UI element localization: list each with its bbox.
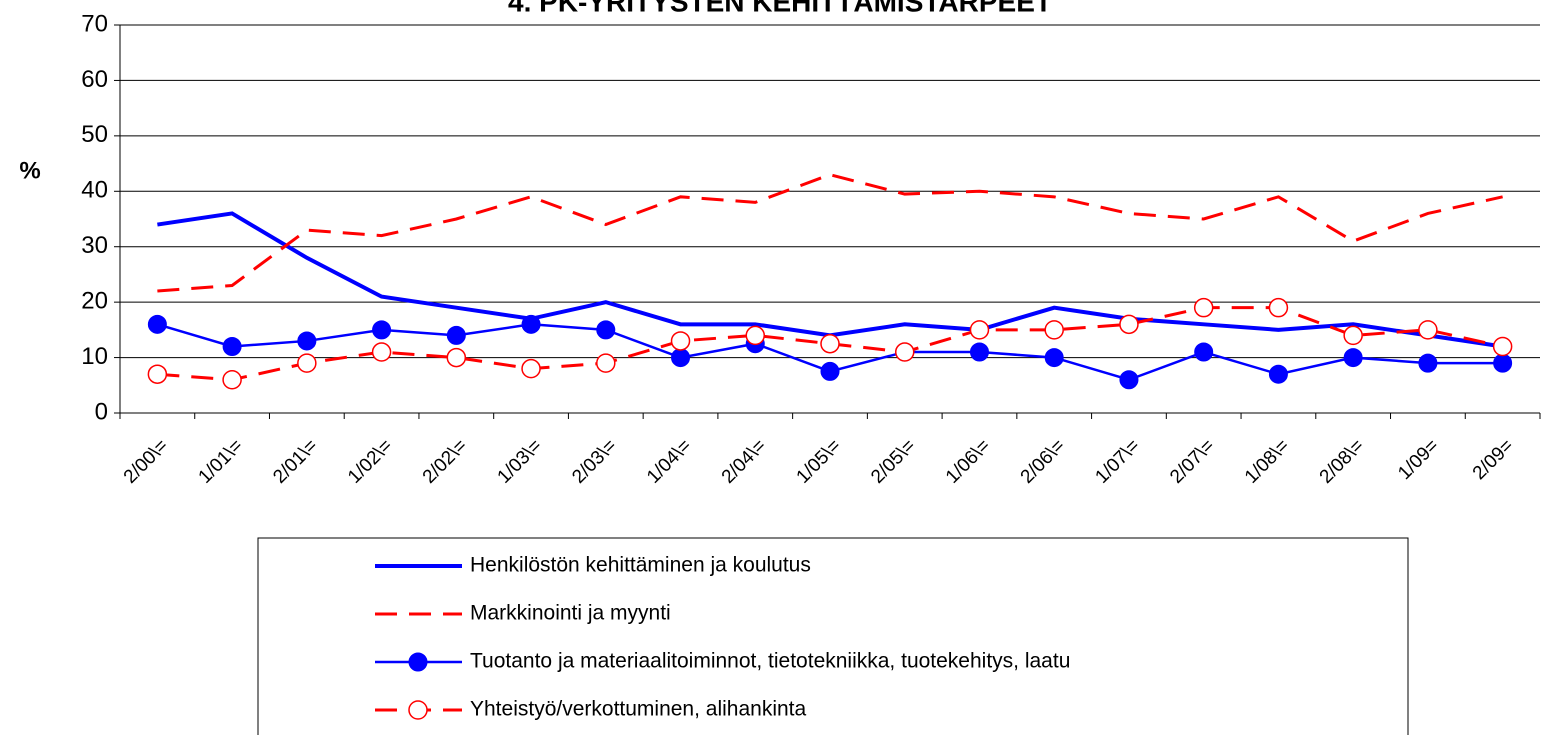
x-tick-label: 2/00\= [120,435,173,488]
chart-title: 4. PK-YRITYSTEN KEHITTÄMISTARPEET [508,0,1052,17]
legend-label: Yhteistyö/verkottuminen, alihankinta [470,698,807,721]
point [222,369,242,390]
x-tick-label: 2/01\= [269,435,322,488]
point [969,342,989,362]
x-tick-label: 1/09= [1394,435,1443,484]
x-tick-label: 2/06\= [1017,435,1070,488]
y-tick-label: 60 [81,66,108,93]
point [1119,314,1139,335]
point [1268,364,1288,384]
point [670,331,691,351]
legend-box [257,537,1409,735]
legend-label: Tuotanto ja materiaalitoiminnot, tietote… [470,650,1070,673]
point [521,358,541,379]
x-tick-label: 1/06\= [942,435,995,488]
point [147,364,168,384]
y-tick-label: 40 [81,177,108,204]
point [596,320,616,340]
x-tick-label: 2/05\= [867,435,920,488]
point [446,347,467,368]
x-tick-label: 2/02\= [419,435,472,488]
point [297,331,317,351]
x-tick-label: 1/05\= [793,435,846,488]
point [671,348,691,368]
y-axis-label: % [19,157,40,184]
y-tick-label: 70 [81,10,108,37]
point [1193,297,1214,318]
x-tick-label: 1/07\= [1091,435,1144,488]
point [446,325,466,345]
x-tick-label: 2/04\= [718,435,771,488]
x-tick-label: 1/02\= [344,435,397,488]
legend-marker [408,700,428,720]
point [596,353,616,373]
y-tick-label: 10 [81,343,108,370]
y-tick-label: 30 [81,232,108,259]
point [820,333,840,354]
point [745,325,766,346]
point [1493,353,1513,373]
x-tick-label: 1/01\= [195,435,248,488]
point [1044,320,1064,340]
point [1343,348,1363,368]
point [1194,342,1214,362]
y-tick-label: 50 [81,121,108,148]
point [371,342,392,362]
point [1119,370,1139,390]
point [372,320,392,340]
point [1343,325,1363,346]
point [969,320,990,340]
x-tick-label: 2/09= [1469,435,1518,484]
point [1492,336,1513,357]
x-tick-label: 1/04\= [643,435,696,488]
legend-label: Markkinointi ja myynti [470,602,671,625]
point [222,336,242,356]
point [297,353,317,373]
y-tick-label: 20 [81,287,108,314]
point [894,342,915,362]
point [1268,297,1289,318]
y-tick-label: 0 [95,398,108,425]
x-tick-label: 2/07\= [1166,435,1219,488]
point [1418,320,1438,340]
point [1418,353,1438,373]
x-tick-label: 2/08\= [1316,435,1369,488]
point [820,361,840,381]
series-line [157,173,1503,293]
x-tick-label: 1/03\= [494,435,547,488]
point [1044,348,1064,368]
legend-marker [408,652,428,672]
x-tick-label: 2/03\= [568,435,621,488]
point [521,314,541,334]
x-tick-label: 1/08\= [1241,435,1294,488]
point [147,314,167,334]
legend-label: Henkilöstön kehittäminen ja koulutus [470,554,811,577]
